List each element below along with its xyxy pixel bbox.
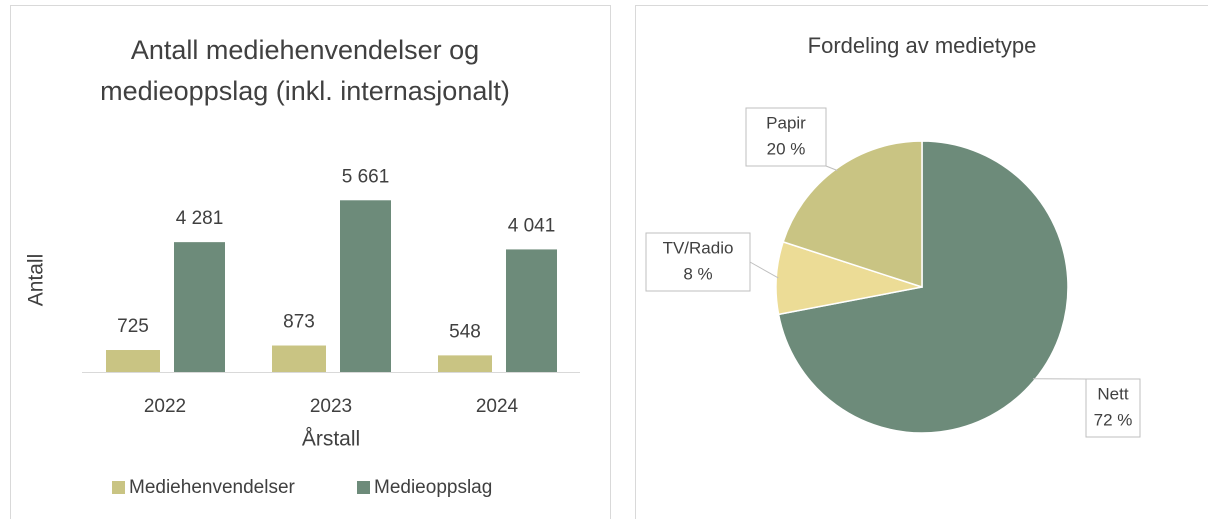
bar <box>438 355 492 372</box>
data-label: 548 <box>449 321 481 342</box>
label-box <box>645 232 751 292</box>
pie-slice <box>777 140 1069 434</box>
data-label: 4 281 <box>176 208 224 229</box>
data-label: 873 <box>283 312 315 333</box>
x-tick-label: 2024 <box>476 396 519 417</box>
slice-value: 8 % <box>683 264 712 283</box>
slice-label: Papir <box>766 113 806 132</box>
label-box <box>745 107 827 167</box>
bar <box>506 249 557 372</box>
bar-title: Antall mediehenvendelser og medieoppslag… <box>100 35 510 106</box>
slice-label: Nett <box>1097 384 1128 403</box>
bar <box>174 242 225 372</box>
y-axis-label: Antall <box>25 254 48 307</box>
data-label: 4 041 <box>508 215 556 236</box>
x-axis-label: Årstall <box>302 428 360 451</box>
bar <box>106 350 160 372</box>
x-tick-label: 2022 <box>144 396 186 417</box>
label-box <box>1085 378 1141 438</box>
leader-line <box>749 261 779 279</box>
leader-line <box>825 165 838 171</box>
bar <box>272 345 326 372</box>
data-label: 725 <box>117 316 149 337</box>
data-label: 5 661 <box>342 166 390 187</box>
x-tick-label: 2023 <box>310 396 352 417</box>
legend-swatch <box>357 481 370 494</box>
slice-value: 20 % <box>767 139 806 158</box>
bar <box>340 200 391 372</box>
legend-swatch <box>112 481 125 494</box>
pie-slice <box>782 140 923 289</box>
legend-label: Medieoppslag <box>374 477 492 498</box>
legend-label: Mediehenvendelser <box>129 477 296 498</box>
slice-value: 72 % <box>1094 410 1133 429</box>
pie-title: Fordeling av medietype <box>808 33 1037 58</box>
slice-label: TV/Radio <box>663 238 734 257</box>
